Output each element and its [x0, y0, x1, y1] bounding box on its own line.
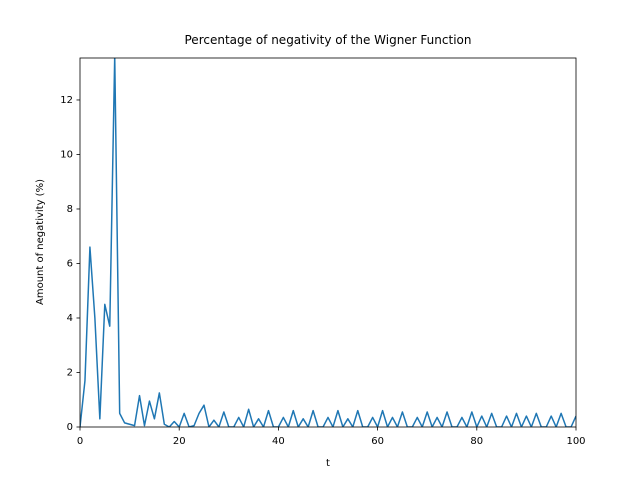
x-tick-label: 40 [272, 436, 285, 447]
x-tick-label: 60 [371, 436, 384, 447]
y-tick-label: 10 [60, 149, 73, 160]
x-tick-label: 100 [566, 436, 585, 447]
y-tick-label: 12 [60, 95, 73, 106]
x-tick-label: 80 [470, 436, 483, 447]
y-tick-label: 6 [67, 258, 73, 269]
x-axis-label: t [326, 458, 330, 469]
y-tick-label: 4 [67, 313, 73, 324]
y-tick-label: 0 [67, 422, 73, 433]
chart-title: Percentage of negativity of the Wigner F… [185, 33, 472, 47]
x-tick-label: 0 [77, 436, 83, 447]
y-tick-label: 8 [67, 204, 73, 215]
y-tick-label: 2 [67, 367, 73, 378]
plot-frame [79, 57, 577, 428]
x-tick-label: 20 [173, 436, 186, 447]
y-axis-label: Amount of negativity (%) [35, 179, 46, 305]
data-line [80, 58, 576, 427]
